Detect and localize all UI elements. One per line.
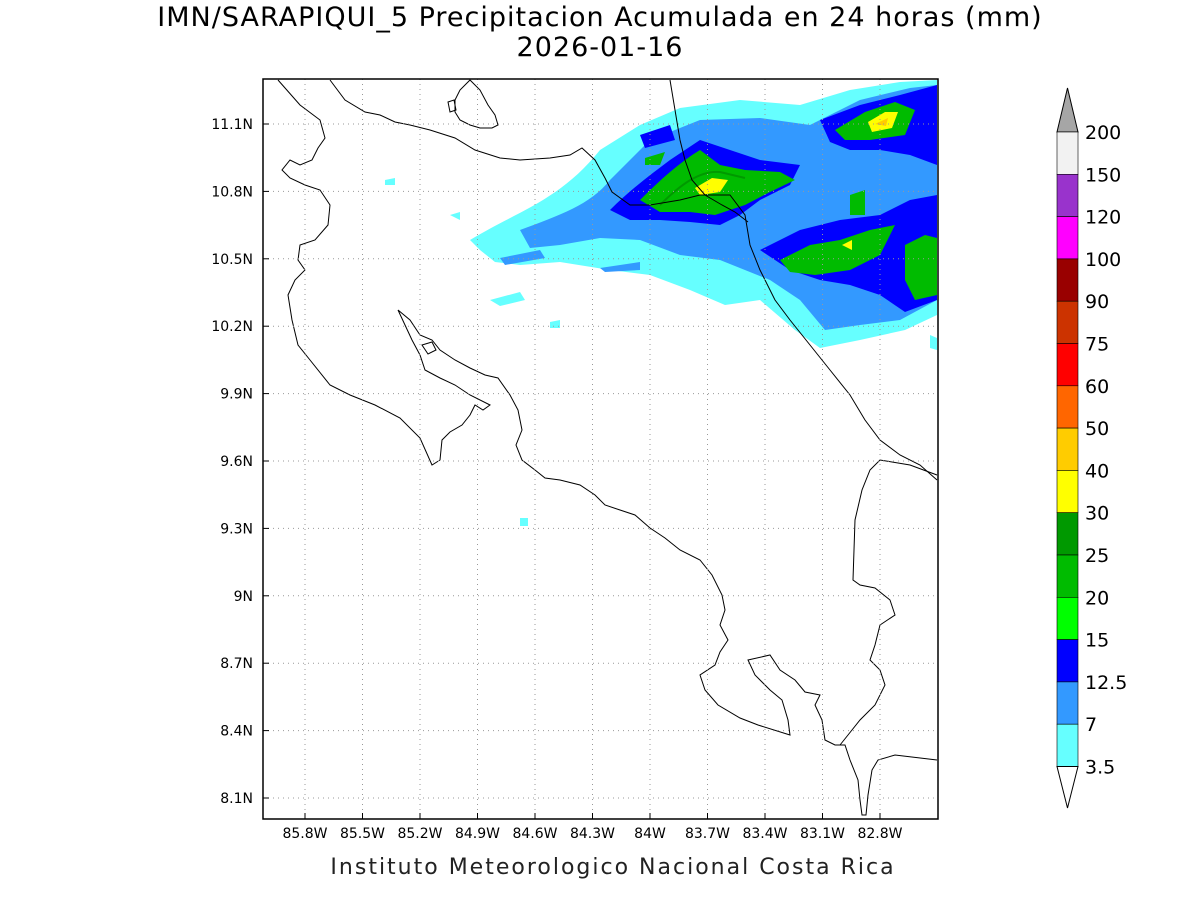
lon-tick-label: 84W: [634, 826, 666, 842]
footer-credit: Instituto Meteorologico Nacional Costa R…: [330, 855, 896, 880]
colorbar-label: 15: [1085, 630, 1109, 652]
latitude-axis: 11.1N 10.8N 10.5N 10.2N 9.9N 9.6N 9.3N 9N 8.7N 8.…: [211, 117, 269, 807]
colorbar-swatch: [1056, 681, 1079, 725]
lat-tick-label: 9.9N: [220, 387, 253, 403]
colorbar-label: 12.5: [1085, 672, 1127, 694]
colorbar-label: 7: [1085, 714, 1097, 736]
lon-tick-label: 83.7W: [685, 826, 730, 842]
lat-tick-label: 8.4N: [220, 724, 253, 740]
colorbar-swatch: [1056, 554, 1079, 598]
lat-tick-label: 9.6N: [220, 454, 253, 470]
colorbar-swatch: [1056, 512, 1079, 556]
colorbar-swatch: [1056, 596, 1079, 640]
colorbar-swatch: [1056, 174, 1079, 217]
lat-tick-label: 9.3N: [220, 521, 253, 537]
lat-tick-label: 8.1N: [220, 791, 253, 807]
lon-tick-label: 85.5W: [340, 826, 385, 842]
colorbar-label: 120: [1085, 207, 1121, 229]
lon-tick-label: 84.3W: [570, 826, 615, 842]
lon-tick-label: 85.2W: [397, 826, 442, 842]
colorbar-label: 60: [1085, 376, 1109, 398]
graticule: [263, 79, 938, 819]
map-title: IMN/SARAPIQUI_5 Precipitacion Acumulada …: [157, 2, 1043, 33]
colorbar-bottom-arrow: [1056, 766, 1079, 809]
colorbar-label: 25: [1085, 545, 1109, 567]
lat-tick-label: 10.2N: [211, 319, 253, 335]
colorbar-swatch: [1056, 258, 1079, 302]
map-frame: [262, 78, 939, 820]
coastline: [277, 79, 938, 816]
colorbar-label: 50: [1085, 418, 1109, 440]
colorbar-swatch: [1056, 470, 1079, 513]
lat-tick-label: 11.1N: [211, 117, 253, 133]
lon-tick-label: 85.8W: [282, 826, 327, 842]
map-date: 2026-01-16: [516, 32, 684, 63]
colorbar-label: 90: [1085, 291, 1109, 313]
precipitation-field: [385, 80, 937, 526]
lon-tick-label: 83.4W: [742, 826, 787, 842]
lat-tick-label: 9N: [234, 589, 253, 605]
colorbar-swatch: [1056, 300, 1079, 344]
lon-tick-label: 84.9W: [455, 826, 500, 842]
colorbar-swatch: [1056, 427, 1079, 471]
colorbar-swatch: [1056, 343, 1079, 387]
colorbar-swatch: [1056, 216, 1079, 260]
colorbar-label: 150: [1085, 164, 1121, 186]
colorbar-label: 200: [1085, 122, 1121, 144]
colorbar-label: 40: [1085, 460, 1109, 482]
colorbar-label: 100: [1085, 249, 1121, 271]
longitude-axis: 85.8W 85.5W 85.2W 84.9W 84.6W 84.3W 84W 83.7W 83…: [282, 813, 903, 842]
lon-tick-label: 84.6W: [512, 826, 557, 842]
colorbar-swatch: [1056, 723, 1079, 767]
colorbar-swatch: [1056, 131, 1079, 175]
lon-tick-label: 82.8W: [857, 826, 902, 842]
colorbar-label: 20: [1085, 587, 1109, 609]
lat-tick-label: 10.8N: [211, 184, 253, 200]
colorbar-label: 75: [1085, 334, 1109, 356]
lat-tick-label: 10.5N: [211, 252, 253, 268]
colorbar-top-arrow: [1056, 87, 1079, 133]
colorbar-swatch: [1056, 639, 1079, 683]
colorbar-label: 3.5: [1085, 757, 1115, 779]
lat-tick-label: 8.7N: [220, 656, 253, 672]
colorbar-label: 30: [1085, 503, 1109, 525]
colorbar-swatch: [1056, 385, 1079, 429]
colorbar: 200 150 120 100 90 75 60 50 40 30 25 20 15 12.5 7 3.5: [1056, 87, 1127, 809]
lon-tick-label: 83.1W: [800, 826, 845, 842]
